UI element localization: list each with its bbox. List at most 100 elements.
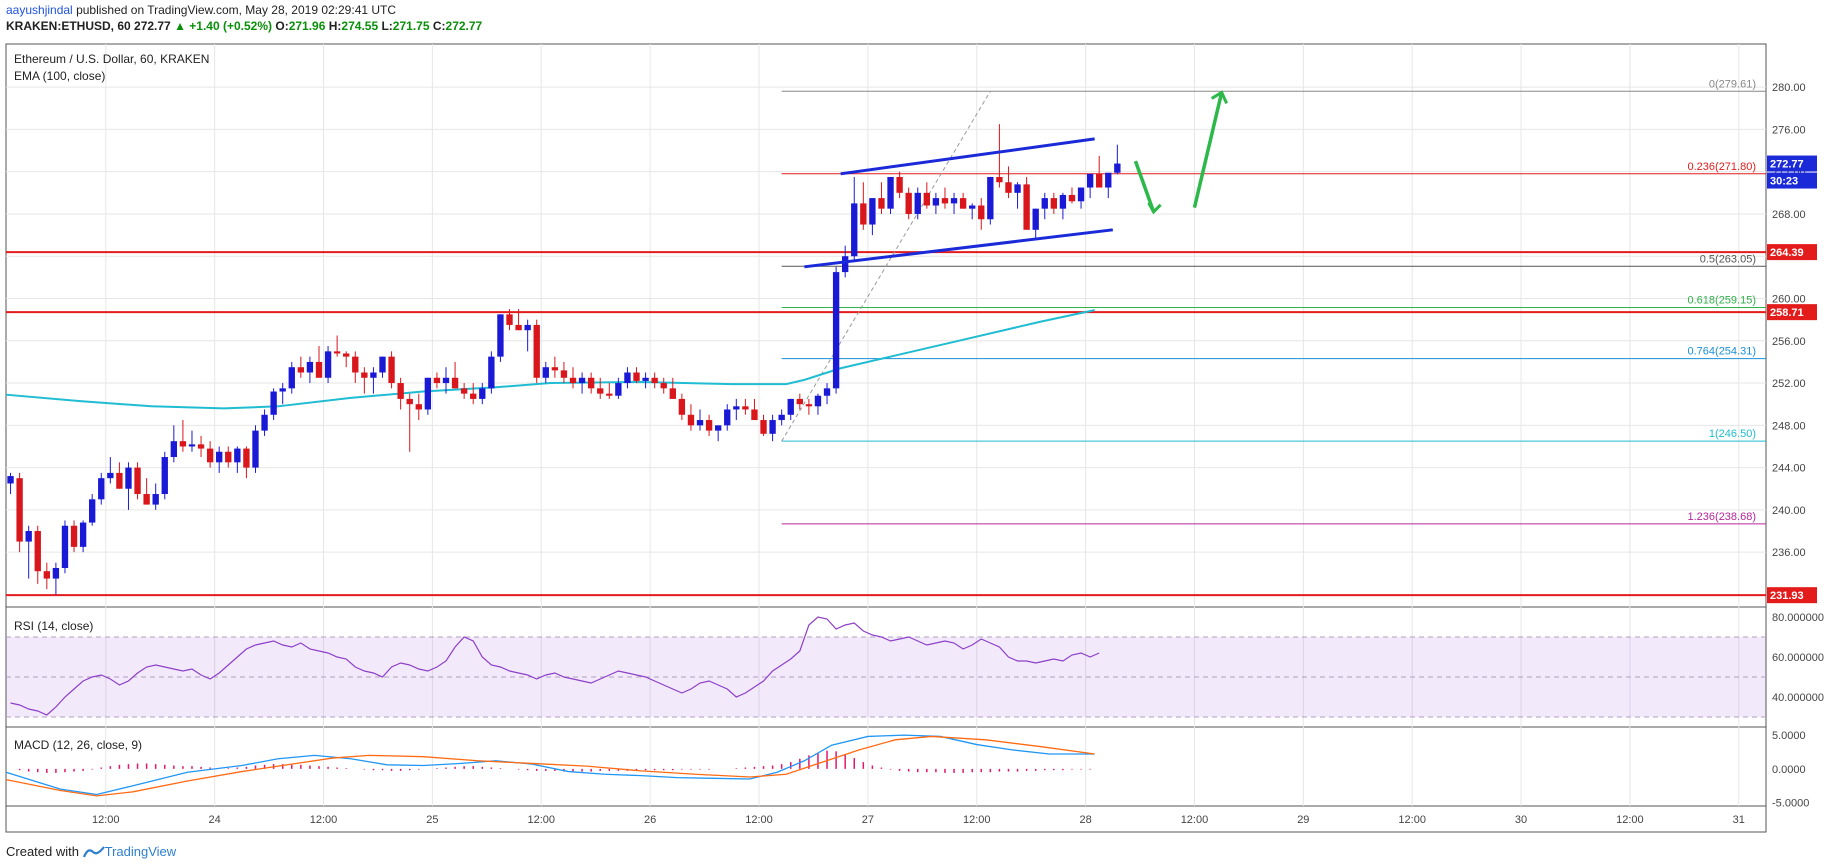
candle-body	[197, 444, 205, 449]
channel-upper-line	[840, 137, 1095, 176]
candle-body	[52, 568, 60, 579]
x-tick-label: 12:00	[963, 814, 991, 826]
fib-level-label: 0.618(259.15)	[1688, 294, 1757, 306]
candle-body	[887, 176, 894, 209]
countdown-tag: 30:23	[1770, 176, 1798, 188]
candle-body	[923, 192, 930, 206]
candle-body	[796, 398, 803, 405]
close-label: C:	[432, 19, 446, 33]
candle-body	[107, 472, 114, 479]
open-label: O:	[275, 19, 289, 33]
rsi-line	[10, 616, 1100, 716]
macd-tick-label: -5.0000	[1772, 798, 1809, 810]
candle-body	[1105, 172, 1112, 188]
candle-body	[851, 203, 858, 257]
candle-body	[1023, 184, 1030, 230]
candle-body	[860, 203, 867, 225]
candle-body	[479, 388, 486, 399]
x-tick-label: 31	[1733, 814, 1745, 826]
chart-frame	[5, 43, 1767, 833]
candle-body	[842, 256, 849, 273]
candle-body	[769, 420, 776, 434]
candle-body	[742, 406, 749, 410]
candle-body	[116, 472, 123, 489]
high-value: 274.55	[341, 19, 379, 33]
macd-pane-title: MACD (12, 26, close, 9)	[14, 738, 142, 752]
x-tick-label: 30	[1515, 814, 1527, 826]
candle-body	[542, 367, 549, 378]
candle-body	[896, 176, 903, 193]
candle-body	[823, 388, 831, 396]
candle-body	[787, 398, 794, 415]
x-tick-label: 26	[644, 814, 656, 826]
last-price-tag-bg	[1767, 155, 1817, 172]
price-change: ▲ +1.40 (+0.52%)	[174, 19, 273, 33]
candle-body	[705, 420, 713, 431]
candle-body	[1041, 198, 1048, 209]
candle-body	[696, 420, 704, 426]
x-tick-label: 29	[1297, 814, 1309, 826]
level-price-tag: 264.39	[1770, 247, 1804, 259]
candle-body	[43, 571, 50, 579]
candle-body	[969, 205, 976, 209]
candle-body	[315, 361, 323, 378]
candle-body	[633, 372, 640, 381]
candle-body	[932, 198, 940, 206]
candle-body	[7, 476, 14, 484]
candle-body	[941, 198, 949, 204]
candle-body	[143, 494, 150, 505]
author-link[interactable]: aayushjindal	[6, 3, 73, 17]
price-tick-label: 268.00	[1772, 209, 1806, 221]
candle-body	[714, 425, 722, 431]
arrow-up-head-icon	[1210, 90, 1229, 105]
open-value: 271.96	[288, 19, 326, 33]
created-with-label: Created with	[6, 844, 79, 859]
symbol-name: KRAKEN:ETHUSD, 60	[6, 19, 131, 33]
fib-trend-line	[781, 91, 991, 442]
candle-body	[352, 356, 359, 373]
candle-body	[1005, 182, 1012, 193]
fib-level-label: 1(246.50)	[1709, 428, 1756, 440]
candle-body	[515, 324, 522, 331]
ema-legend: EMA (100, close)	[14, 69, 105, 83]
fib-level-label: 0(279.61)	[1709, 78, 1756, 90]
arrow-up-icon	[1192, 92, 1224, 209]
candle-body	[25, 531, 32, 542]
candle-body	[134, 467, 141, 495]
price-tick-label: 240.00	[1772, 505, 1806, 517]
candle-body	[470, 393, 477, 399]
candle-body	[343, 353, 350, 357]
low-label: L:	[381, 19, 393, 33]
candle-body	[261, 414, 268, 431]
candle-body	[978, 205, 985, 220]
candle-body	[805, 404, 813, 407]
last-price-tag: 272.77	[1770, 159, 1804, 171]
x-tick-label: 25	[426, 814, 438, 826]
macd-tick-label: 5.0000	[1772, 730, 1806, 742]
candle-body	[724, 409, 731, 426]
price-tick-label: 256.00	[1772, 336, 1806, 348]
candle-body	[216, 451, 223, 463]
candle-body	[451, 377, 459, 389]
macd-tick-label: 0.0000	[1772, 764, 1806, 776]
candle-body	[624, 372, 631, 384]
candle-body	[488, 356, 495, 389]
candle-body	[288, 367, 295, 389]
candle-body	[1014, 184, 1021, 193]
rsi-tick-label: 60.000000	[1772, 652, 1824, 664]
tradingview-link[interactable]: TradingView	[104, 844, 177, 859]
candle-body	[533, 324, 540, 378]
chart-canvas[interactable]: 0(279.61) 0.236(271.80) 0.5(263.05) 0.618(2…	[0, 0, 1828, 840]
candle-body	[606, 393, 613, 396]
candle-body	[560, 370, 568, 378]
candle-body	[206, 448, 214, 463]
level-price-tag-bg	[1767, 304, 1817, 321]
candle-body	[987, 176, 994, 220]
candle-body	[397, 383, 404, 399]
x-tick-label: 12:00	[1181, 814, 1209, 826]
x-tick-label: 12:00	[310, 814, 338, 826]
candle-body	[996, 176, 1003, 183]
candle-body	[587, 377, 595, 389]
candle-body	[252, 430, 259, 468]
candle-body	[678, 398, 686, 415]
